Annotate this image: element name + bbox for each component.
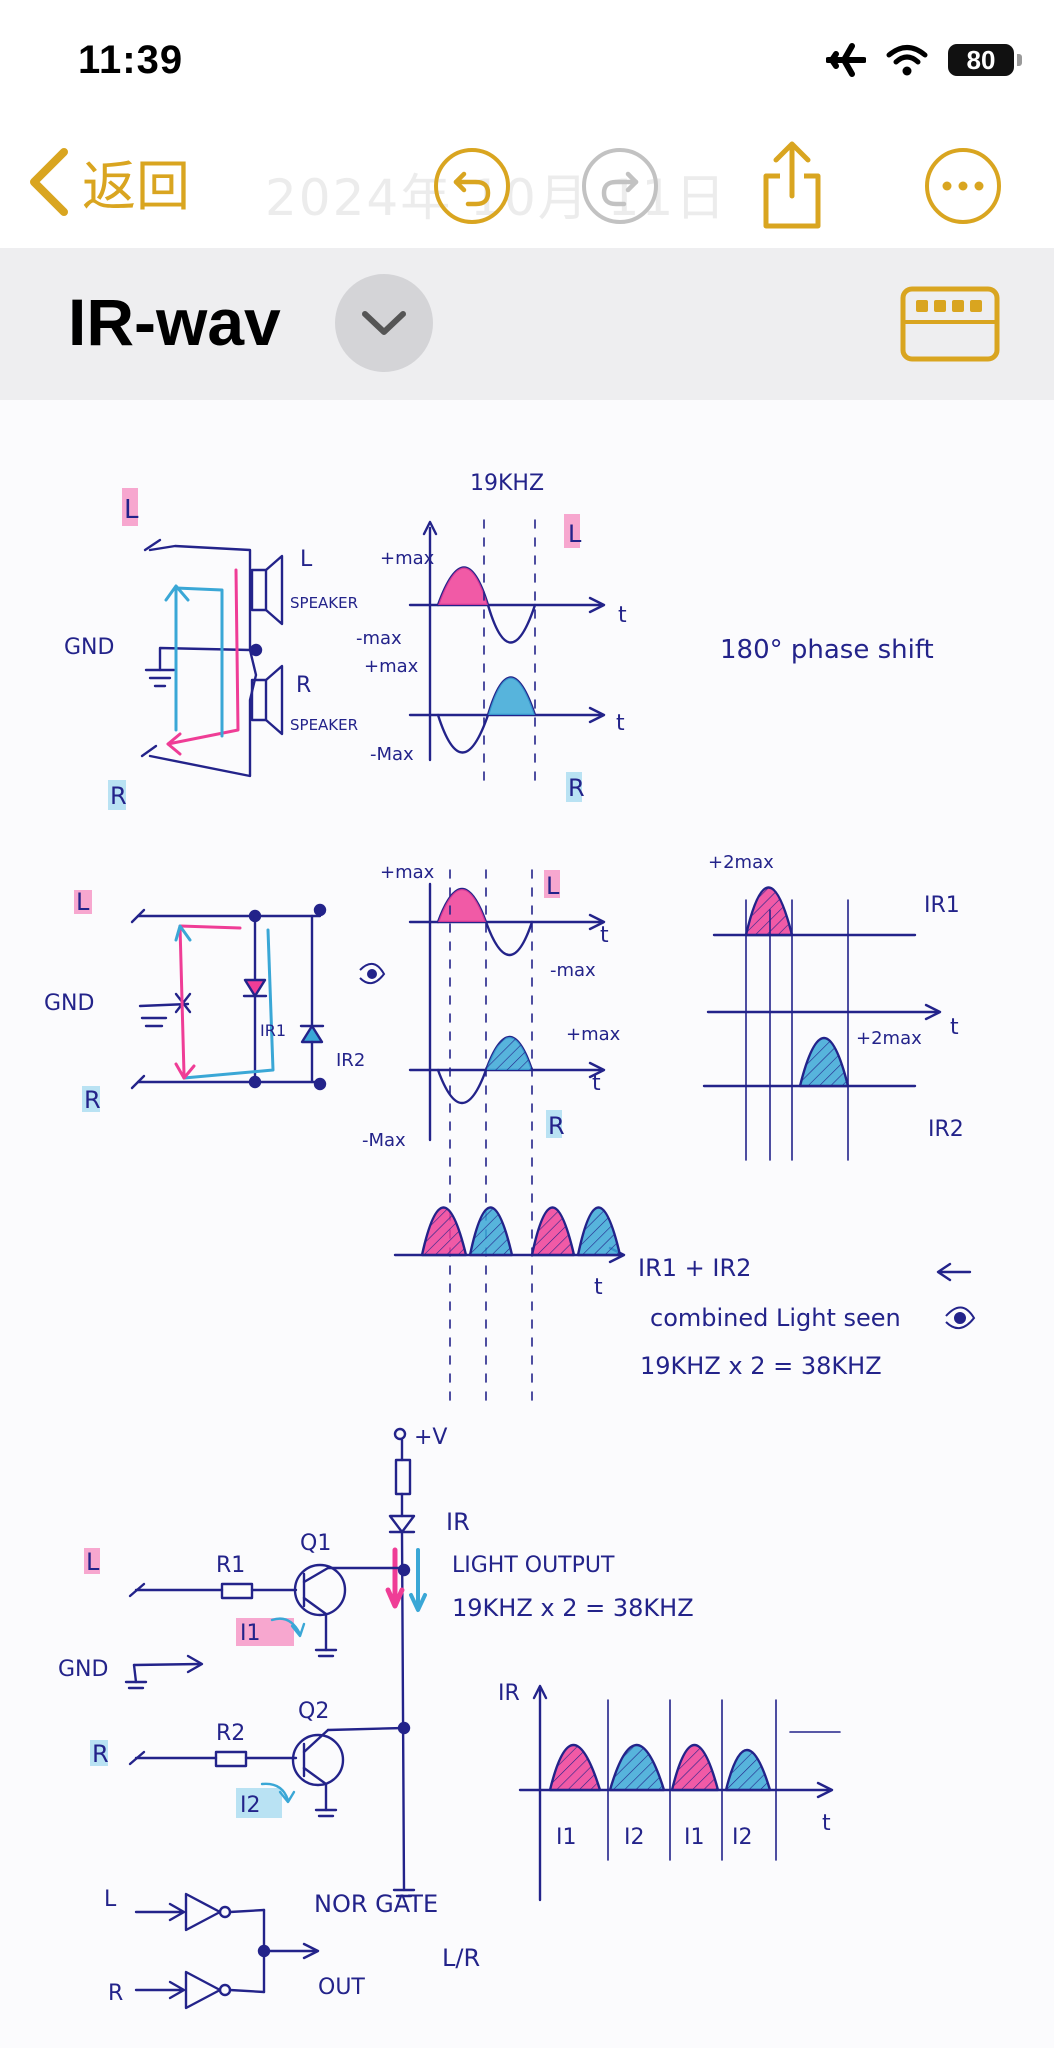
amplitude-label: +max: [380, 862, 435, 883]
frequency-double-note: 19KHZ x 2 = 38KHZ: [640, 1352, 882, 1380]
time-axis-label: t: [618, 603, 627, 628]
gate-output-label: OUT: [318, 1975, 365, 2000]
document-title[interactable]: IR-wav: [68, 285, 281, 359]
back-label: 返回: [82, 155, 190, 218]
amplitude-label: -Max: [362, 1130, 406, 1151]
ir2-led-label: IR2: [336, 1050, 365, 1071]
amplitude-label: -Max: [370, 744, 414, 765]
speaker-label: SPEAKER: [290, 594, 358, 612]
chevron-left-icon: [30, 147, 68, 216]
title-dropdown-button[interactable]: [335, 274, 433, 372]
current-i2-label: I2: [624, 1825, 645, 1850]
right-channel-label: R: [92, 1740, 109, 1768]
navigation-bar: 返回 2024年 10月 11日: [0, 120, 1054, 248]
current-i1-label: I1: [240, 1621, 261, 1646]
right-channel-label: R: [568, 774, 585, 802]
amplitude-label: +max: [566, 1024, 621, 1045]
left-channel-label: L: [76, 888, 90, 916]
share-button[interactable]: [752, 138, 832, 239]
amplitude-label: -max: [356, 628, 402, 649]
left-channel-label: L: [568, 520, 582, 548]
amplitude-label: +max: [364, 656, 419, 677]
current-i2-label: I2: [240, 1793, 261, 1818]
speaker-r-label: R: [296, 673, 311, 698]
supply-label: +V: [414, 1425, 447, 1450]
status-time: 11:39: [78, 38, 184, 82]
more-icon: [942, 181, 984, 191]
left-channel-label: L: [124, 495, 139, 525]
nor-gate-label: NOR GATE: [314, 1890, 438, 1918]
gate-input-r: R: [108, 1981, 123, 2006]
undo-button[interactable]: [434, 148, 510, 224]
wifi-icon: [886, 45, 928, 76]
left-channel-label: L: [546, 872, 560, 900]
freq-label: 19KHZ: [470, 471, 544, 496]
eye-icon: [359, 963, 386, 985]
transistor-q1-label: Q1: [300, 1531, 331, 1556]
battery-indicator: 80: [948, 44, 1022, 76]
sum-label: IR1 + IR2: [638, 1254, 751, 1282]
document-title-bar: IR-wav: [0, 248, 1054, 400]
time-axis-label: t: [616, 711, 625, 736]
time-axis-label: t: [950, 1015, 959, 1040]
amplitude-label: -max: [550, 960, 596, 981]
right-channel-label: R: [110, 782, 127, 810]
redo-icon: [601, 171, 639, 207]
resistor-r2-label: R2: [216, 1721, 245, 1746]
status-bar: 11:39 80: [0, 0, 1054, 120]
time-axis-label: t: [592, 1071, 601, 1096]
hand-drawn-sketch: 19KHZ L L L SPEAKER R SPEAKER GND R R +m…: [44, 471, 976, 2010]
status-icons: 80: [826, 42, 1022, 78]
time-axis-label: t: [600, 923, 609, 948]
time-axis-label: t: [822, 1811, 831, 1836]
lr-label: L/R: [442, 1944, 480, 1972]
chevron-down-icon: [362, 311, 406, 335]
ground-label: GND: [64, 635, 114, 660]
current-i1-label: I1: [684, 1825, 705, 1850]
combined-light-note: combined Light seen: [650, 1304, 901, 1332]
airplane-icon: [826, 43, 866, 77]
ground-label: GND: [58, 1657, 108, 1682]
gate-input-l: L: [104, 1887, 117, 1912]
phase-shift-note: 180° phase shift: [720, 635, 934, 665]
peak-label: +2max: [856, 1028, 922, 1049]
right-channel-label: R: [84, 1086, 101, 1114]
keyboard-button[interactable]: [900, 286, 1000, 367]
share-icon: [763, 141, 821, 229]
current-i1-label: I1: [556, 1825, 577, 1850]
left-channel-label: L: [86, 1548, 100, 1576]
ground-label: GND: [44, 991, 94, 1016]
current-i2-label: I2: [732, 1825, 753, 1850]
transistor-q2-label: Q2: [298, 1699, 329, 1724]
ir1-wave-label: IR1: [924, 893, 960, 918]
speaker-l-label: L: [300, 547, 313, 572]
resistor-r1-label: R1: [216, 1553, 245, 1578]
ir-axis-label: IR: [498, 1681, 520, 1706]
amplitude-label: +max: [380, 548, 435, 569]
ir-led-label: IR: [446, 1508, 470, 1536]
peak-label: +2max: [708, 852, 774, 873]
ir2-wave-label: IR2: [928, 1117, 964, 1142]
back-button[interactable]: 返回: [24, 142, 190, 221]
light-output-label: LIGHT OUTPUT: [452, 1553, 615, 1578]
redo-button[interactable]: [582, 148, 658, 224]
keyboard-icon: [900, 286, 1000, 362]
right-channel-label: R: [548, 1112, 565, 1140]
speaker-label: SPEAKER: [290, 716, 358, 734]
more-button[interactable]: [925, 148, 1001, 224]
eye-icon: [945, 1306, 976, 1329]
time-axis-label: t: [594, 1275, 603, 1300]
ir1-led-label: IR1: [260, 1021, 286, 1040]
frequency-double-note: 19KHZ x 2 = 38KHZ: [452, 1594, 694, 1622]
undo-icon: [453, 171, 491, 207]
note-canvas[interactable]: 19KHZ L L L SPEAKER R SPEAKER GND R R +m…: [0, 400, 1054, 2048]
